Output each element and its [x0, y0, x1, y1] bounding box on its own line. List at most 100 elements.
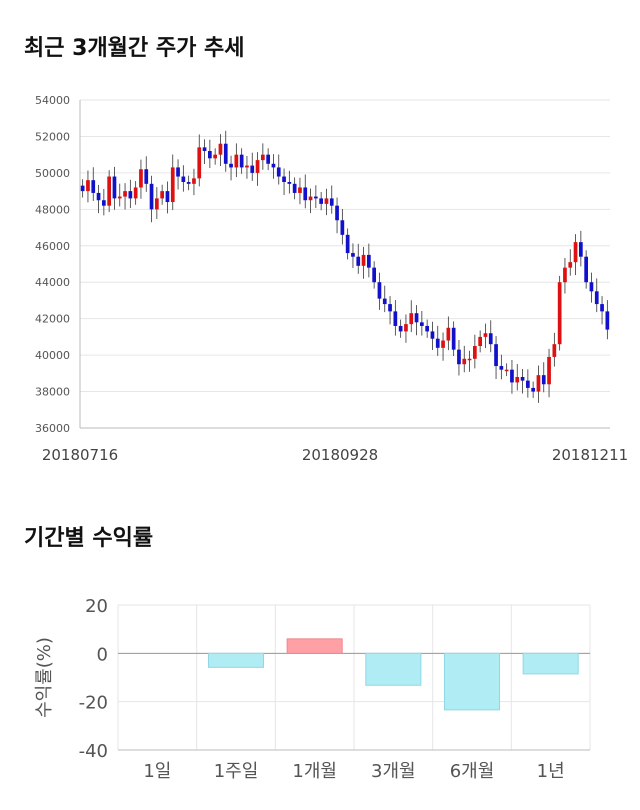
candle-body [457, 349, 461, 365]
candle-body [223, 143, 228, 164]
return-bar [522, 652, 579, 675]
candle-body [594, 291, 599, 305]
candle-body [229, 163, 233, 168]
candle-body [154, 198, 159, 210]
x-tick-label: 6개월 [450, 761, 495, 782]
candle-body [271, 163, 276, 168]
candle-body [165, 191, 170, 203]
candle-body [128, 191, 133, 199]
candle-body [494, 344, 498, 367]
x-tick-label: 1일 [143, 761, 171, 782]
y-tick-label: 0 [97, 644, 108, 665]
candle-body [276, 167, 281, 177]
candle-body [213, 154, 218, 159]
candle-body [245, 165, 249, 168]
candle-body [372, 267, 377, 283]
candle-body [149, 183, 154, 210]
candle-body [303, 187, 308, 201]
candle-body [239, 154, 244, 168]
candle-body [218, 143, 223, 155]
x-tick-label: 3개월 [371, 761, 416, 782]
candle-body [541, 375, 546, 385]
candle-body [287, 182, 292, 184]
x-tick-label: 20181211 [552, 446, 628, 464]
candle-body [366, 254, 371, 268]
candle-body [467, 358, 472, 361]
candle-body [192, 178, 196, 184]
return-bar [365, 652, 422, 686]
price-trend-title: 최근 3개월간 주가 추세 [24, 36, 245, 61]
candle-body [520, 376, 525, 381]
candle-body [340, 220, 345, 235]
candle-body [335, 205, 339, 221]
y-tick-label: 36000 [35, 422, 70, 435]
y-tick-label: 20 [85, 596, 108, 617]
candle-body [430, 331, 435, 339]
return-bar [443, 652, 501, 711]
y-tick-label: 52000 [35, 130, 70, 143]
x-tick-label: 20180928 [302, 446, 378, 464]
candle-body [181, 176, 186, 182]
candle-body [409, 313, 414, 325]
candle-body [584, 256, 589, 283]
candle-body [361, 254, 366, 266]
candle-body [80, 185, 85, 192]
candle-body [313, 196, 318, 199]
y-tick-label: 50000 [35, 167, 70, 180]
candle-body [86, 180, 90, 192]
candle-body [472, 346, 477, 359]
candle-body [282, 176, 286, 182]
candle-body [388, 304, 392, 312]
y-tick-label: 44000 [35, 276, 70, 289]
candle-body [419, 322, 424, 326]
candle-body [260, 154, 265, 161]
candle-body [329, 198, 334, 206]
candle-body [531, 387, 536, 392]
candle-body [568, 262, 573, 268]
candle-body [578, 242, 583, 257]
candle-body [557, 282, 562, 345]
y-tick-label: -20 [79, 693, 108, 714]
candle-body [404, 324, 408, 332]
x-tick-label: 1개월 [292, 761, 337, 782]
candle-body [133, 187, 138, 199]
x-tick-label: 1주일 [214, 761, 259, 782]
candle-body [123, 191, 127, 197]
candle-body [393, 311, 398, 326]
candle-body [202, 147, 207, 152]
candle-body [351, 253, 355, 257]
candlestick-chart: 36000 38000 40000 42000 44000 46000 48000 50000… [35, 94, 628, 464]
candle-body [112, 176, 117, 199]
y-tick-label: -40 [79, 741, 108, 762]
y-tick-label: 40000 [35, 349, 70, 362]
candle-body [515, 376, 520, 383]
candle-body [377, 282, 382, 299]
candle-body [552, 344, 557, 357]
candle-body [589, 282, 594, 292]
candle-body [170, 167, 175, 203]
candle-body [382, 298, 387, 305]
candle-body [356, 256, 361, 266]
candle-body [563, 267, 567, 283]
candle-body [446, 327, 451, 341]
candle-body [234, 154, 239, 168]
candle-body [160, 191, 165, 199]
candle-body [117, 196, 122, 199]
candle-body [266, 154, 271, 164]
candle-body [292, 183, 297, 193]
candle-body [197, 147, 202, 179]
candle-body [547, 356, 551, 385]
period-return-title: 기간별 수익률 [24, 526, 154, 551]
candle-body [91, 180, 96, 193]
x-tick-label: 1년 [537, 761, 565, 782]
candle-body [525, 380, 530, 388]
candle-body [207, 151, 212, 159]
candle-body [308, 196, 313, 201]
y-tick-label: 38000 [35, 386, 70, 399]
candle-body [176, 167, 180, 177]
candle-body [425, 325, 430, 332]
candle-body [441, 340, 445, 348]
candle-body [600, 304, 604, 312]
y-tick-label: 46000 [35, 240, 70, 253]
candle-body [139, 169, 143, 188]
